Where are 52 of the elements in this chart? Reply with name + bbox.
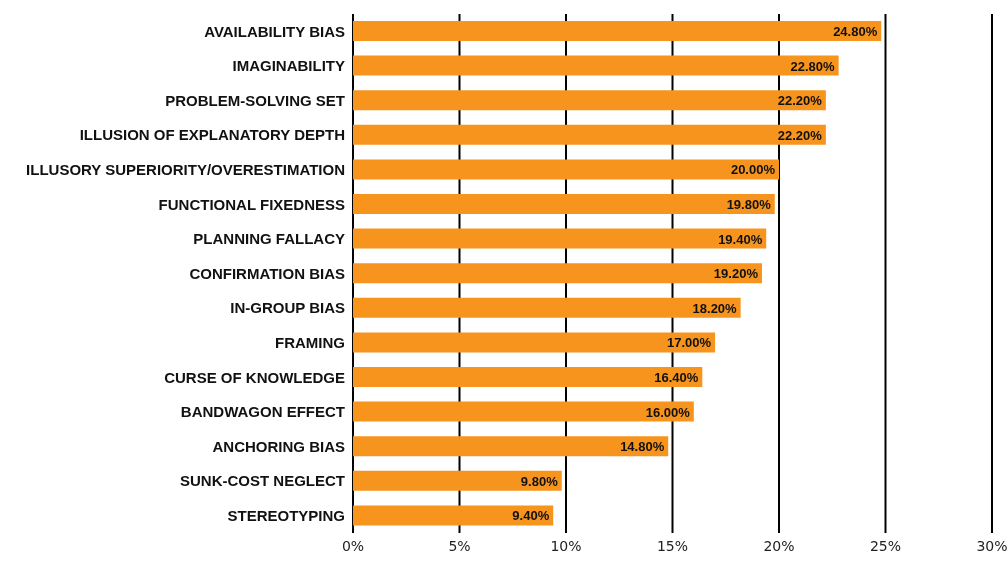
y-tick-label: IMAGINABILITY <box>232 57 345 75</box>
y-tick-label: ILLUSION OF EXPLANATORY DEPTH <box>79 126 345 144</box>
y-tick-label: ANCHORING BIAS <box>212 437 345 455</box>
x-tick-label: 20% <box>763 537 795 554</box>
x-tick-label: 25% <box>869 537 902 554</box>
bar <box>353 332 716 353</box>
data-label: 16.00% <box>645 404 691 420</box>
data-label: 19.40% <box>718 231 763 247</box>
y-tick-label: PLANNING FALLACY <box>193 230 345 248</box>
data-label: 18.20% <box>692 300 738 316</box>
data-label: 22.20% <box>777 93 823 109</box>
x-tick-label: 10% <box>550 537 582 554</box>
bar <box>353 401 694 422</box>
data-label: 24.80% <box>833 24 878 39</box>
y-tick-label: AVAILABILITY BIAS <box>204 22 345 40</box>
y-tick-label: PROBLEM-SOLVING SET <box>165 91 345 109</box>
data-label: 14.80% <box>620 439 665 455</box>
y-tick-label: CONFIRMATION BIAS <box>189 264 345 282</box>
data-label: 19.80% <box>726 197 772 212</box>
y-tick-label: ILLUSORY SUPERIORITY/OVERESTIMATION <box>26 161 345 179</box>
bar <box>353 21 882 41</box>
data-label: 9.80% <box>520 473 559 489</box>
bar <box>353 124 826 145</box>
y-tick-label: FRAMING <box>275 334 345 352</box>
x-tick-label: 0% <box>341 537 365 554</box>
bar <box>353 228 767 249</box>
bar <box>353 55 839 76</box>
x-tick-label: 30% <box>976 537 1008 554</box>
data-label: 20.00% <box>730 162 776 178</box>
bar <box>353 297 741 318</box>
x-tick-label: 15% <box>656 537 689 554</box>
bar <box>353 367 703 387</box>
data-label: 9.40% <box>512 508 550 524</box>
y-tick-label: FUNCTIONAL FIXEDNESS <box>158 195 345 213</box>
bar <box>353 194 775 214</box>
data-label: 22.20% <box>777 127 823 143</box>
data-label: 17.00% <box>667 335 712 351</box>
data-label: 19.20% <box>713 266 759 282</box>
x-tick-label: 5% <box>448 537 471 554</box>
bar <box>353 470 562 491</box>
y-tick-label: STEREOTYPING <box>227 507 345 525</box>
bar <box>353 436 669 457</box>
y-tick-label: IN-GROUP BIAS <box>230 299 345 317</box>
y-tick-label: CURSE OF KNOWLEDGE <box>164 368 345 386</box>
y-tick-label: SUNK-COST NEGLECT <box>180 472 345 490</box>
data-label: 16.40% <box>654 370 699 385</box>
bar <box>353 159 779 180</box>
data-label: 22.80% <box>790 58 836 74</box>
bar <box>353 505 554 526</box>
y-tick-label: BANDWAGON EFFECT <box>180 403 345 421</box>
bar <box>353 263 762 284</box>
bar <box>353 90 826 111</box>
